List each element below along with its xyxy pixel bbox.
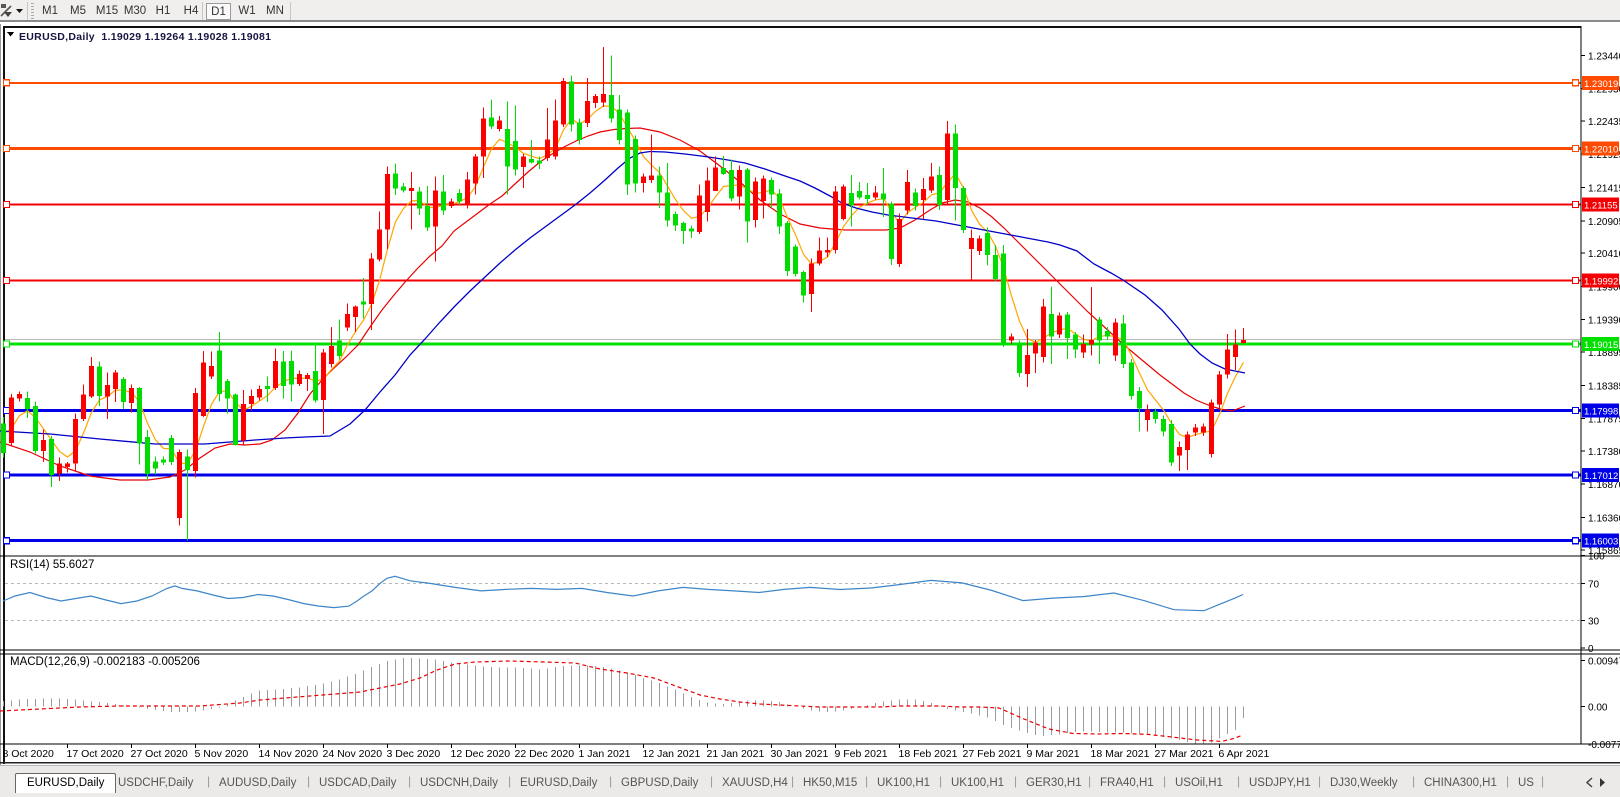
svg-text:6 Apr 2021: 6 Apr 2021 [1219, 748, 1270, 760]
svg-text:EURUSD,Daily 1.19029 1.19264: EURUSD,Daily 1.19029 1.19264 1.19028 1.1… [19, 31, 271, 43]
svg-text:1.16870: 1.16870 [1588, 480, 1620, 491]
svg-text:1.16003: 1.16003 [1584, 537, 1618, 548]
svg-text:5 Nov 2020: 5 Nov 2020 [195, 748, 249, 760]
svg-text:3 Dec 2020: 3 Dec 2020 [387, 748, 441, 760]
svg-text:1.22930: 1.22930 [1588, 85, 1620, 96]
svg-text:30: 30 [1588, 616, 1600, 627]
svg-text:1.19992: 1.19992 [1584, 276, 1618, 287]
svg-text:1.16360: 1.16360 [1588, 513, 1620, 524]
svg-text:9 Mar 2021: 9 Mar 2021 [1027, 748, 1080, 760]
svg-text:100: 100 [1588, 552, 1605, 563]
svg-text:1.23440: 1.23440 [1588, 51, 1620, 62]
svg-text:0.00: 0.00 [1588, 702, 1608, 713]
svg-text:27 Mar 2021: 27 Mar 2021 [1155, 748, 1214, 760]
svg-text:1.18895: 1.18895 [1588, 348, 1620, 359]
svg-text:1.15865: 1.15865 [1588, 546, 1620, 557]
svg-text:1.21155: 1.21155 [1584, 201, 1618, 212]
svg-text:14 Nov 2020: 14 Nov 2020 [259, 748, 319, 760]
svg-text:12 Jan 2021: 12 Jan 2021 [643, 748, 701, 760]
svg-text:8 Oct 2020: 8 Oct 2020 [3, 748, 55, 760]
svg-text:MACD(12,26,9) -0.002183 -0.005: MACD(12,26,9) -0.002183 -0.005206 [10, 656, 200, 668]
svg-text:1.22435: 1.22435 [1588, 117, 1620, 128]
svg-text:1.17012: 1.17012 [1584, 471, 1618, 482]
svg-text:24 Nov 2020: 24 Nov 2020 [323, 748, 383, 760]
svg-text:30 Jan 2021: 30 Jan 2021 [771, 748, 829, 760]
svg-text:18 Mar 2021: 18 Mar 2021 [1091, 748, 1150, 760]
svg-text:70: 70 [1588, 579, 1600, 590]
svg-text:RSI(14) 55.6027: RSI(14) 55.6027 [10, 559, 94, 571]
svg-text:1.22010: 1.22010 [1584, 145, 1618, 156]
svg-text:18 Feb 2021: 18 Feb 2021 [899, 748, 958, 760]
svg-text:1.19390: 1.19390 [1588, 316, 1620, 327]
svg-text:1.20410: 1.20410 [1588, 249, 1620, 260]
svg-text:17 Oct 2020: 17 Oct 2020 [67, 748, 124, 760]
svg-text:1.18385: 1.18385 [1588, 381, 1620, 392]
svg-text:27 Feb 2021: 27 Feb 2021 [963, 748, 1022, 760]
svg-text:1.17380: 1.17380 [1588, 447, 1620, 458]
svg-text:1.17875: 1.17875 [1588, 415, 1620, 426]
svg-text:22 Dec 2020: 22 Dec 2020 [515, 748, 575, 760]
svg-text:-0.00777: -0.00777 [1588, 740, 1620, 751]
svg-text:1.17998: 1.17998 [1584, 407, 1618, 418]
svg-text:1.19900: 1.19900 [1588, 282, 1620, 293]
svg-text:1.19015: 1.19015 [1584, 340, 1618, 351]
svg-text:12 Dec 2020: 12 Dec 2020 [451, 748, 511, 760]
svg-text:0.009478: 0.009478 [1588, 657, 1620, 668]
svg-text:1.21415: 1.21415 [1588, 184, 1620, 195]
svg-text:1.21925: 1.21925 [1588, 150, 1620, 161]
svg-text:1.20905: 1.20905 [1588, 217, 1620, 228]
svg-text:21 Jan 2021: 21 Jan 2021 [707, 748, 765, 760]
svg-text:1.23019: 1.23019 [1584, 79, 1618, 90]
svg-text:1 Jan 2021: 1 Jan 2021 [579, 748, 631, 760]
svg-text:27 Oct 2020: 27 Oct 2020 [131, 748, 188, 760]
svg-text:9 Feb 2021: 9 Feb 2021 [835, 748, 888, 760]
